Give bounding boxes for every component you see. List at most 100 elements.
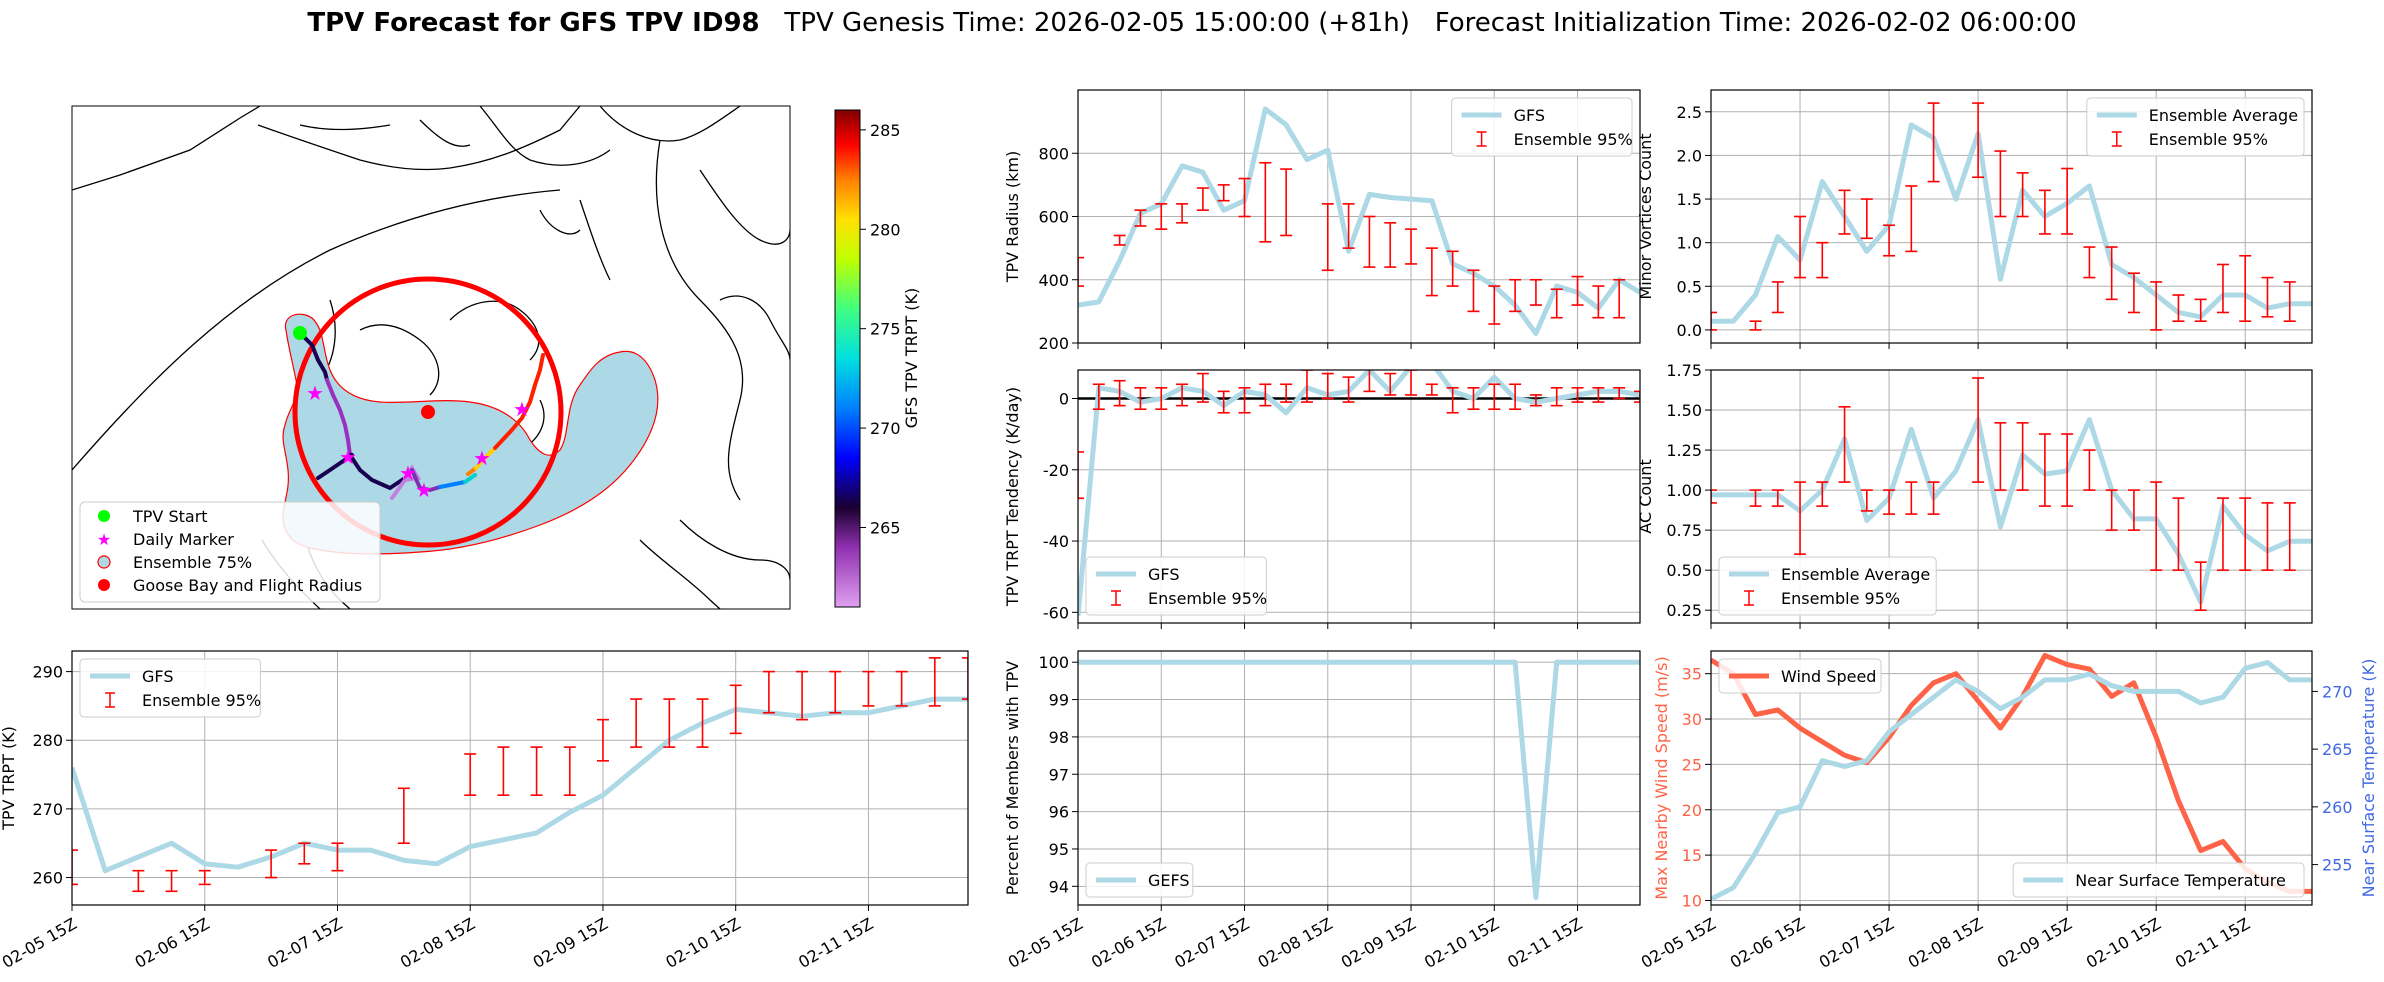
chart-legend: GFS Ensemble 95%	[1451, 97, 1633, 157]
chart-frame	[71, 650, 969, 906]
x-tick-label: 02-11 15Z	[1504, 914, 1585, 972]
temp-series-line	[1711, 660, 2312, 902]
ensemble-errorbars	[1078, 161, 1626, 325]
y-axis-label: Minor Vortices Count	[1636, 133, 1655, 299]
daily-markers: ★ ★ ★ ★ ★ ★	[306, 381, 531, 502]
x-tick-label: 02-06 15Z	[1727, 914, 1808, 972]
y-tick-label: 270	[32, 800, 63, 819]
plot-area	[1711, 377, 2312, 611]
y-tick-label: 0.25	[1666, 601, 1702, 620]
legend-box	[1085, 862, 1194, 898]
legend-daily-marker-icon: ★	[97, 530, 111, 549]
series-line	[1078, 106, 1640, 336]
daily-marker-star: ★	[339, 445, 357, 469]
colorbar: 265 270 275 280 285 GFS TPV TRPT (K)	[834, 109, 921, 608]
y-tick-label: 96	[1049, 803, 1069, 822]
colorbar-label: GFS TPV TRPT (K)	[902, 288, 921, 428]
x-tick-label: 02-07 15Z	[1171, 914, 1252, 972]
chart-percent: 94 95 96 97 98 99 100 02-05 15Z 02-06 15Z 02-07 1…	[1003, 650, 1641, 972]
x-tick-label: 02-08 15Z	[397, 914, 478, 972]
y-tick-label: 1.50	[1666, 401, 1702, 420]
chart-frame	[1710, 89, 2313, 344]
chart-frame	[1077, 89, 1641, 344]
x-tick-label: 02-05 15Z	[1005, 914, 1086, 972]
chart-frame	[1077, 369, 1641, 624]
daily-marker-star: ★	[399, 461, 417, 485]
legend-goose-bay: Goose Bay and Flight Radius	[133, 576, 362, 595]
y-tick-label: 0.75	[1666, 521, 1702, 540]
y-tick-label: 30	[1682, 710, 1702, 729]
legend-label: Wind Speed	[1781, 667, 1876, 686]
legend-tpv-start-icon	[98, 510, 110, 522]
legend-label: GFS	[142, 667, 173, 686]
colorbar-ticks: 265 270 275 280 285	[860, 121, 901, 537]
y-tick-label: 0.5	[1677, 277, 1702, 296]
x-tick-label: 02-09 15Z	[1338, 914, 1419, 972]
plot-area	[72, 657, 968, 893]
figure-title-init: Forecast Initialization Time: 2026-02-02…	[1434, 8, 2077, 38]
x-tick-label: 02-10 15Z	[2083, 914, 2164, 972]
x-tick-label: 02-09 15Z	[1994, 914, 2075, 972]
chart-frame	[1710, 369, 2313, 624]
legend-label: GFS	[1514, 106, 1545, 125]
colorbar-tick-label: 265	[870, 518, 901, 537]
legend-ensemble75-icon	[97, 555, 111, 569]
series-line	[1711, 417, 2312, 605]
legend-ensemble75: Ensemble 75%	[133, 553, 252, 572]
figure-title-genesis: TPV Genesis Time: 2026-02-05 15:00:00 (+…	[784, 8, 1410, 38]
chart-legend: GFS Ensemble 95%	[1085, 556, 1267, 616]
legend-label: Ensemble 95%	[142, 691, 261, 710]
x-tick-label: 02-11 15Z	[795, 914, 876, 972]
legend-box	[1718, 658, 1882, 694]
y2-tick-label: 255	[2322, 856, 2353, 875]
chart-trpt: 260 270 280 290 02-05 15Z 02-06 15Z 02-07 15Z 0…	[0, 650, 969, 972]
y-tick-label: 99	[1049, 691, 1069, 710]
plot-area	[1078, 659, 1640, 900]
daily-marker-star: ★	[306, 381, 324, 405]
chart-legend: Ensemble Average Ensemble 95%	[1718, 556, 1937, 616]
chart-minor: 0.0 0.5 1.0 1.5 2.0 2.5 Minor Vortices Count En…	[1636, 89, 2313, 349]
y2-tick-label: 260	[2322, 798, 2353, 817]
plot-area	[1078, 370, 1640, 617]
y-tick-label: 2.5	[1677, 103, 1702, 122]
chart-frame	[1077, 650, 1641, 906]
y-axis-label: Percent of Members with TPV	[1003, 661, 1022, 895]
x-tick-label: 02-06 15Z	[131, 914, 212, 972]
y-tick-label: -20	[1043, 461, 1069, 480]
goose-bay-marker	[421, 405, 435, 419]
y-axis-label: TPV TRPT Tendency (K/day)	[1003, 387, 1022, 607]
series-line	[1711, 653, 2312, 894]
x-tick-label: 02-06 15Z	[1088, 914, 1169, 972]
plot-area	[1078, 106, 1640, 336]
y-tick-label: 1.0	[1677, 234, 1702, 253]
x-tick-label: 02-05 15Z	[1638, 914, 1719, 972]
legend-label: Ensemble 95%	[2149, 130, 2268, 149]
legend-label: GEFS	[1148, 871, 1190, 890]
chart-ac: 0.25 0.50 0.75 1.00 1.25 1.50 1.75 AC Count Ense…	[1636, 361, 2313, 629]
series-line	[1078, 370, 1640, 617]
y-tick-label: 260	[32, 869, 63, 888]
y-tick-label: 800	[1038, 144, 1069, 163]
y-tick-label: 290	[32, 663, 63, 682]
y-axis-label: AC Count	[1636, 459, 1655, 533]
y-tick-label: 0.50	[1666, 561, 1702, 580]
figure-title-bold: TPV Forecast for GFS TPV ID98	[307, 8, 760, 38]
y-tick-label: 0.0	[1677, 321, 1702, 340]
x-tick-label: 02-07 15Z	[264, 914, 345, 972]
ensemble-errorbars	[72, 657, 968, 893]
y-tick-label: 1.00	[1666, 481, 1702, 500]
y-tick-label: -40	[1043, 532, 1069, 551]
ensemble-75-region	[282, 313, 659, 555]
x-tick-label: 02-11 15Z	[2172, 914, 2253, 972]
legend-box	[2086, 97, 2305, 157]
y-tick-label: 280	[32, 731, 63, 750]
y-axis-label: TPV Radius (km)	[1003, 151, 1022, 284]
x-tick-label: 02-10 15Z	[1421, 914, 1502, 972]
series-line	[1711, 122, 2312, 324]
chart-legend: Wind Speed	[1718, 658, 1882, 694]
colorbar-tick-label: 280	[870, 220, 901, 239]
gfs-track	[298, 331, 545, 500]
daily-marker-star: ★	[415, 478, 433, 502]
map-frame	[71, 105, 791, 610]
map-legend: TPV Start ★ Daily Marker Ensemble 75% Go…	[79, 501, 381, 603]
